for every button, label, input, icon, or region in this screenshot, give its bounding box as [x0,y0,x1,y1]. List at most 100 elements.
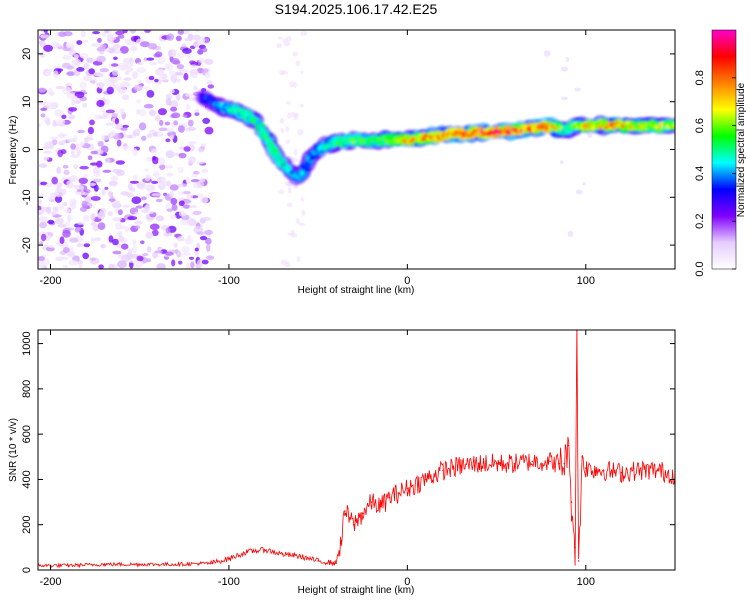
y-tick-label: -20 [21,237,33,253]
noise-blob [188,256,195,260]
noise-blob [181,43,187,48]
noise-blob [151,180,159,184]
noise-blob [73,164,79,170]
noise-blob [38,209,44,215]
noise-blob [80,31,86,38]
snr-data-point [406,487,409,490]
noise-blob [293,81,297,89]
noise-blob [177,183,188,188]
ridge-blob [384,136,388,140]
noise-blob [121,83,132,87]
noise-blob [147,43,158,50]
noise-blob [280,128,285,134]
noise-blob [69,202,77,210]
noise-blob [130,187,136,192]
snr-data-point [281,553,284,555]
noise-blob [184,237,194,245]
noise-blob [206,243,211,252]
noise-blob [54,195,63,203]
noise-blob [187,119,194,127]
y-tick-label: 800 [21,380,33,398]
noise-blob [62,54,71,61]
noise-blob [144,176,151,182]
noise-blob [43,44,53,52]
ridge-blob [625,121,630,126]
ridge-blob [260,127,264,131]
snr-data-point [263,548,266,551]
ridge-blob [278,157,283,161]
noise-blob [74,91,85,99]
noise-blob [155,198,163,203]
noise-blob [178,200,185,207]
noise-blob [201,259,209,265]
noise-blob [206,80,213,85]
noise-blob [178,260,183,265]
noise-blob [38,123,42,128]
noise-blob [126,134,133,139]
noise-blob [295,60,301,67]
noise-blob [190,261,195,269]
noise-blob [99,68,109,73]
noise-blob [290,230,295,236]
noise-blob [178,69,189,73]
noise-blob [168,70,177,77]
noise-blob [292,51,299,57]
ridge-blob [591,125,596,130]
snr-data-point [477,462,480,465]
noise-blob [170,74,178,82]
spectrogram-x-ticks: -200 -100 0 100 [39,30,595,287]
noise-blob [108,33,117,38]
x-tick-label: -200 [39,275,61,287]
noise-blob [101,189,106,196]
noise-blob [146,57,155,61]
noise-blob [582,182,586,186]
noise-blob [201,217,212,221]
noise-blob [63,247,70,254]
noise-blob [165,138,171,143]
noise-blob [86,57,94,64]
snr-data-point [228,557,230,560]
noise-blob [63,264,68,269]
noise-blob [158,127,168,132]
noise-blob [200,145,205,150]
noise-blob [132,174,138,180]
noise-blob [151,148,158,155]
noise-blob [62,62,71,69]
noise-blob [62,165,69,169]
noise-blob [171,112,181,119]
noise-blob [159,119,164,126]
ridge-blob [309,154,315,160]
noise-blob [38,205,42,211]
noise-blob [289,81,295,88]
noise-blob [90,77,98,85]
noise-blob [181,246,190,253]
noise-blob [204,126,214,135]
noise-blob [123,62,134,68]
noise-blob [151,193,162,197]
noise-blob [119,108,125,115]
noise-blob [127,216,138,221]
noise-blob [40,181,48,186]
snr-data-point [567,444,569,447]
snr-data-point [174,563,177,566]
noise-blob [49,91,55,96]
noise-blob [70,43,75,51]
noise-blob [76,243,84,248]
noise-blob [196,242,201,250]
snr-data-point [103,563,105,566]
noise-blob [79,52,89,59]
noise-blob [204,229,214,235]
noise-blob [76,189,82,193]
noise-blob [114,207,119,214]
colorbar-label: Normalized spectral amplitude [736,82,747,217]
noise-blob [76,221,85,225]
colorbar-frame [711,29,737,270]
noise-blob [90,150,98,155]
noise-blob [293,148,298,156]
noise-blob [114,117,120,125]
noise-blob [161,73,167,80]
colorbar-tick-label: 0.4 [694,166,706,181]
snr-x-ticks: -200 -100 0 100 [39,330,595,588]
x-tick-label: -100 [218,275,240,287]
noise-blob [300,70,304,75]
